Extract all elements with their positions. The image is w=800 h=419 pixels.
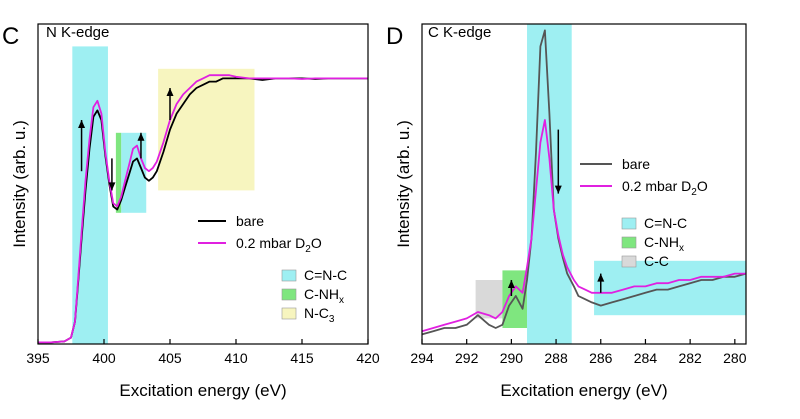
region-1 [502, 270, 528, 328]
legend-label: C-NHx [644, 234, 684, 254]
arrow-head [108, 182, 116, 191]
legend-label: N-C3 [304, 305, 335, 325]
legend-label-main: 0.2 mbar D [236, 235, 305, 251]
legend-label: C=N-C [304, 267, 347, 283]
x-tick-label: 410 [224, 350, 248, 366]
arrow-0 [78, 120, 86, 172]
arrow-head [597, 273, 605, 282]
legend-label: bare [236, 213, 264, 229]
legend-label-tail: O [311, 235, 322, 251]
arrow-2 [597, 273, 605, 293]
legend-label-tail: O [697, 178, 708, 194]
region-3 [594, 260, 746, 316]
arrow-head [137, 132, 145, 141]
x-tick-label: 294 [410, 350, 434, 366]
x-tick-label: 395 [26, 350, 50, 366]
legend-label: C-C [644, 253, 669, 269]
arrow-3 [166, 88, 174, 120]
legend-label-main: 0.2 mbar D [622, 178, 691, 194]
legend-label-main: C-C [644, 253, 669, 269]
legend-label: 0.2 mbar D2O [236, 235, 322, 255]
legend-region-entry: C-NHx [621, 234, 684, 254]
arrow-head [554, 185, 562, 194]
x-tick-label: 288 [544, 350, 568, 366]
arrow-1 [554, 129, 562, 194]
x-tick-label: 286 [589, 350, 613, 366]
panel-d: 294 292 290 288 286 284 282 280 Excitation energ… [386, 23, 747, 400]
legend-line-entry: 0.2 mbar D2O [580, 178, 708, 198]
region-3 [158, 68, 255, 191]
region-2 [115, 132, 122, 213]
x-axis-label: Excitation energy (eV) [119, 381, 286, 400]
chart-title: N K-edge [46, 24, 109, 41]
legend-label-main: N-C [304, 305, 329, 321]
series-line-1 [421, 119, 746, 333]
x-tick-label: 292 [455, 350, 479, 366]
series-line-0 [38, 77, 368, 344]
legend-label-sub: x [339, 295, 344, 306]
legend-region-entry: N-C3 [281, 305, 335, 325]
legend-region-entry: C=N-C [621, 215, 687, 231]
x-axis-label: Excitation energy (eV) [500, 381, 667, 400]
legend-swatch-box [281, 307, 297, 320]
legend-label: 0.2 mbar D2O [622, 178, 708, 198]
legend-label-sub: 3 [329, 314, 335, 325]
legend-swatch-box [621, 236, 637, 249]
x-tick-label: 415 [290, 350, 314, 366]
legend-line-entry: bare [580, 156, 650, 172]
plot-frame [421, 23, 747, 345]
legend-line-entry: 0.2 mbar D2O [198, 235, 322, 255]
x-tick-label: 400 [92, 350, 116, 366]
legend-label-sub: 2 [691, 187, 697, 198]
legend-swatch-box [621, 255, 637, 268]
legend-region-entry: C=N-C [281, 267, 347, 283]
panel-c: 395 400 405 410 415 420 Excitation energy (eV)… [2, 23, 380, 400]
legend-label-main: C=N-C [304, 267, 347, 283]
x-tick-label: 280 [723, 350, 747, 366]
arrow-head [78, 120, 86, 128]
legend-label-main: C=N-C [644, 215, 687, 231]
x-tick-label: 284 [634, 350, 658, 366]
legend-label-main: C-NH [644, 234, 679, 250]
legend-label: C=N-C [644, 215, 687, 231]
legend-label-sub: 2 [305, 244, 311, 255]
legend-swatch-box [281, 288, 297, 301]
arrow-head [507, 280, 515, 288]
arrow-head [166, 88, 174, 96]
arrow-1 [108, 158, 116, 191]
legend-line-entry: bare [198, 213, 264, 229]
x-tick-label: 290 [500, 350, 524, 366]
series-line-1 [38, 74, 368, 344]
x-tick-label: 420 [356, 350, 380, 366]
region-0 [72, 46, 108, 345]
legend-swatch-box [621, 217, 637, 230]
legend-label: bare [622, 156, 650, 172]
legend-label-sub: x [679, 243, 684, 254]
x-tick-label: 405 [158, 350, 182, 366]
panel-letter: D [386, 23, 403, 50]
x-tick-label: 282 [678, 350, 702, 366]
plot-frame [37, 23, 369, 345]
legend-region-entry: C-NHx [281, 286, 344, 306]
y-axis-label: Intensity (arb. u.) [394, 120, 413, 248]
legend-label-main: C-NH [304, 286, 339, 302]
legend-region-entry: C-C [621, 253, 669, 269]
legend-label: C-NHx [304, 286, 344, 306]
y-axis-label: Intensity (arb. u.) [10, 120, 29, 248]
legend-swatch-box [281, 269, 297, 282]
chart-title: C K-edge [428, 24, 491, 41]
arrow-2 [137, 132, 145, 159]
arrow-0 [507, 280, 515, 296]
panel-letter: C [2, 23, 19, 50]
